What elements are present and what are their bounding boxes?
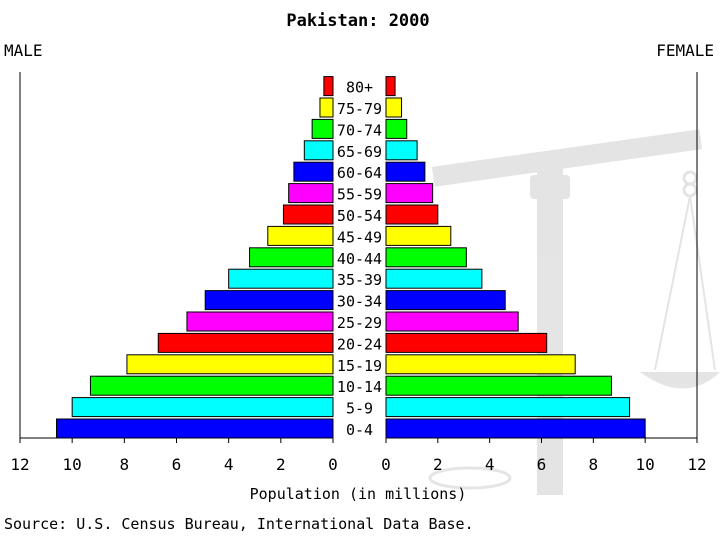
- male-bar-75-79: [319, 97, 334, 118]
- female-bar-65-69: [385, 140, 418, 161]
- male-label: MALE: [4, 41, 43, 60]
- x-tick-label: 8: [589, 455, 599, 474]
- male-bar-15-19: [126, 354, 334, 375]
- age-label-75-79: 75-79: [337, 100, 382, 118]
- male-bar-60-64: [293, 161, 334, 182]
- x-tick-label: 4: [224, 455, 234, 474]
- female-bar-50-54: [385, 204, 439, 225]
- age-label-80+: 80+: [346, 79, 373, 97]
- age-label-15-19: 15-19: [337, 357, 382, 375]
- x-tick-label: 12: [687, 455, 706, 474]
- age-label-45-49: 45-49: [337, 228, 382, 246]
- age-label-60-64: 60-64: [337, 164, 382, 182]
- x-tick-label: 6: [537, 455, 547, 474]
- male-bar-65-69: [303, 140, 334, 161]
- age-label-65-69: 65-69: [337, 143, 382, 161]
- x-tick-label: 8: [120, 455, 130, 474]
- male-bar-0-4: [56, 418, 334, 439]
- male-bar-40-44: [249, 247, 334, 268]
- x-tick-label: 10: [63, 455, 82, 474]
- female-bar-15-19: [385, 354, 576, 375]
- male-bar-30-34: [204, 290, 334, 311]
- male-bar-50-54: [282, 204, 334, 225]
- age-label-5-9: 5-9: [346, 400, 373, 418]
- female-bar-10-14: [385, 375, 612, 396]
- female-bar-70-74: [385, 118, 408, 139]
- age-label-30-34: 30-34: [337, 293, 382, 311]
- scale-watermark: [428, 129, 720, 495]
- female-bar-30-34: [385, 290, 506, 311]
- female-bar-0-4: [385, 418, 646, 439]
- female-bar-55-59: [385, 183, 434, 204]
- x-axis-label: Population (in millions): [250, 485, 467, 503]
- age-label-25-29: 25-29: [337, 314, 382, 332]
- age-label-20-24: 20-24: [337, 335, 382, 353]
- male-bar-25-29: [186, 311, 334, 332]
- female-bar-40-44: [385, 247, 467, 268]
- x-tick-label: 4: [485, 455, 495, 474]
- female-bar-80+: [385, 76, 396, 97]
- male-bar-35-39: [228, 268, 334, 289]
- age-label-50-54: 50-54: [337, 207, 382, 225]
- x-tick-label: 12: [10, 455, 29, 474]
- age-label-70-74: 70-74: [337, 121, 382, 139]
- x-tick-label: 6: [172, 455, 182, 474]
- female-bar-5-9: [385, 397, 631, 418]
- female-bar-35-39: [385, 268, 483, 289]
- x-tick-label: 2: [276, 455, 286, 474]
- x-tick-label: 10: [636, 455, 655, 474]
- age-label-35-39: 35-39: [337, 271, 382, 289]
- male-bar-20-24: [157, 332, 334, 353]
- male-bar-5-9: [71, 397, 334, 418]
- x-tick-label: 0: [328, 455, 338, 474]
- age-label-55-59: 55-59: [337, 186, 382, 204]
- female-bar-45-49: [385, 225, 452, 246]
- x-tick-label: 0: [381, 455, 391, 474]
- female-bar-75-79: [385, 97, 403, 118]
- source-note: Source: U.S. Census Bureau, Internationa…: [4, 515, 474, 533]
- female-bar-60-64: [385, 161, 426, 182]
- female-label: FEMALE: [656, 41, 714, 60]
- female-bar-25-29: [385, 311, 519, 332]
- male-bar-55-59: [288, 183, 334, 204]
- chart-title: Pakistan: 2000: [286, 11, 429, 31]
- male-bar-45-49: [267, 225, 334, 246]
- male-bar-10-14: [89, 375, 334, 396]
- x-tick-label: 2: [433, 455, 443, 474]
- age-label-0-4: 0-4: [346, 421, 373, 439]
- age-label-10-14: 10-14: [337, 378, 382, 396]
- female-bar-20-24: [385, 332, 548, 353]
- age-label-40-44: 40-44: [337, 250, 382, 268]
- male-bar-70-74: [311, 118, 334, 139]
- male-bar-80+: [323, 76, 334, 97]
